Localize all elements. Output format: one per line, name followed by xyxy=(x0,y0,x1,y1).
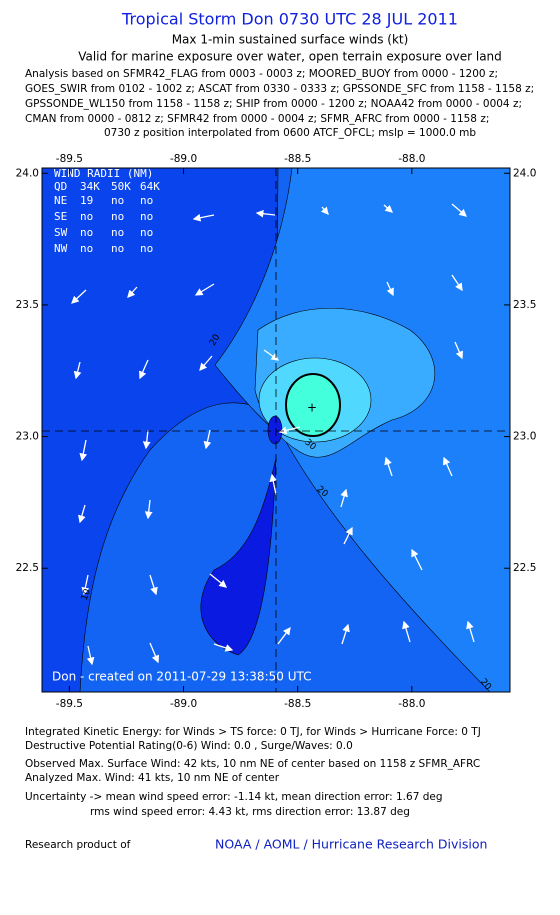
wind-radii-cell: no xyxy=(140,226,153,239)
max-wind-marker: + xyxy=(307,401,317,415)
y-tick-label: 22.5 xyxy=(513,562,536,574)
analysis-line: Analysis based on SFMR42_FLAG from 0003 … xyxy=(25,68,498,80)
y-tick-label: 23.5 xyxy=(513,299,536,311)
map-field: + xyxy=(42,168,510,692)
title: Tropical Storm Don 0730 UTC 28 JUL 2011 xyxy=(121,10,458,29)
footer-line: Destructive Potential Rating(0-6) Wind: … xyxy=(25,740,353,752)
y-tick-label: 24.0 xyxy=(513,167,536,179)
wind-radii-cell: no xyxy=(140,210,153,223)
y-tick-label: 24.0 xyxy=(16,167,39,179)
wind-radii-cell: no xyxy=(140,194,153,207)
wind-radii-cell: NW xyxy=(54,242,68,255)
wind-radii-cell: no xyxy=(111,242,124,255)
x-tick-label: -89.0 xyxy=(170,698,197,710)
y-tick-label: 23.5 xyxy=(16,299,39,311)
wind-radii-header: QD xyxy=(54,180,67,193)
subtitle: Max 1-min sustained surface winds (kt) xyxy=(172,33,409,47)
wind-radii-cell: 19 xyxy=(80,194,93,207)
wind-radii-cell: no xyxy=(140,242,153,255)
wind-radii-cell: SW xyxy=(54,226,68,239)
wind-radii-header: 64K xyxy=(140,180,160,193)
axes: -89.5 -89.5 -89.0 -89.0 -88.5 -88.5 -88.0 -88.0… xyxy=(16,153,537,710)
y-tick-label: 23.0 xyxy=(513,431,536,443)
footer-line: Observed Max. Surface Wind: 42 kts, 10 n… xyxy=(25,758,480,770)
research: Research product of xyxy=(25,839,131,851)
wind-radii-cell: no xyxy=(80,210,93,223)
contour-label: 10 xyxy=(80,587,93,601)
analysis-line: CMAN from 0000 - 0812 z; SFMR42 from 000… xyxy=(25,113,489,125)
x-tick-label: -88.0 xyxy=(398,698,425,710)
wind-radii-cell: no xyxy=(80,242,93,255)
x-tick-label: -88.5 xyxy=(284,698,311,710)
y-tick-label: 22.5 xyxy=(16,562,39,574)
wind-radii-cell: NE xyxy=(54,194,67,207)
org: NOAA / AOML / Hurricane Research Divisio… xyxy=(215,837,487,852)
wind-radii-cell: SE xyxy=(54,210,67,223)
wind-arrows xyxy=(71,203,475,666)
analysis-line: GPSSONDE_WL150 from 1158 - 1158 z; SHIP … xyxy=(25,98,522,110)
wind-radii-title: WIND RADII (NM) xyxy=(54,167,153,180)
x-tick-label: -89.0 xyxy=(170,153,197,165)
validity: Valid for marine exposure over water, op… xyxy=(78,50,502,64)
y-tick-label: 23.0 xyxy=(16,431,39,443)
wind-radii-cell: no xyxy=(80,226,93,239)
credit: Don - created on 2011-07-29 13:38:50 UTC xyxy=(52,670,311,684)
x-tick-label: -88.0 xyxy=(398,153,425,165)
analysis-line: GOES_SWIR from 0102 - 1002 z; ASCAT from… xyxy=(25,83,534,95)
footer-line: Analyzed Max. Wind: 41 kts, 10 nm NE of … xyxy=(25,772,280,784)
wind-radii-table: WIND RADII (NM)QD 34K 50K 64K NE 19 no no SE no no… xyxy=(54,167,160,255)
x-tick-label: -89.5 xyxy=(56,698,83,710)
footer-line: Integrated Kinetic Energy: for Winds > T… xyxy=(25,726,481,738)
wind-radii-cell: no xyxy=(111,194,124,207)
wind-radii-cell: no xyxy=(111,226,124,239)
wind-radii-cell: no xyxy=(111,210,124,223)
wind-radii-header: 50K xyxy=(111,180,131,193)
footer-line: Uncertainty -> mean wind speed error: -1… xyxy=(25,791,443,803)
x-tick-label: -88.5 xyxy=(284,153,311,165)
x-tick-label: -89.5 xyxy=(56,153,83,165)
wind-radii-header: 34K xyxy=(80,180,100,193)
footer-line: rms wind speed error: 4.43 kt, rms direc… xyxy=(90,806,410,818)
map-frame xyxy=(41,167,511,693)
position-note: 0730 z position interpolated from 0600 A… xyxy=(104,127,476,139)
